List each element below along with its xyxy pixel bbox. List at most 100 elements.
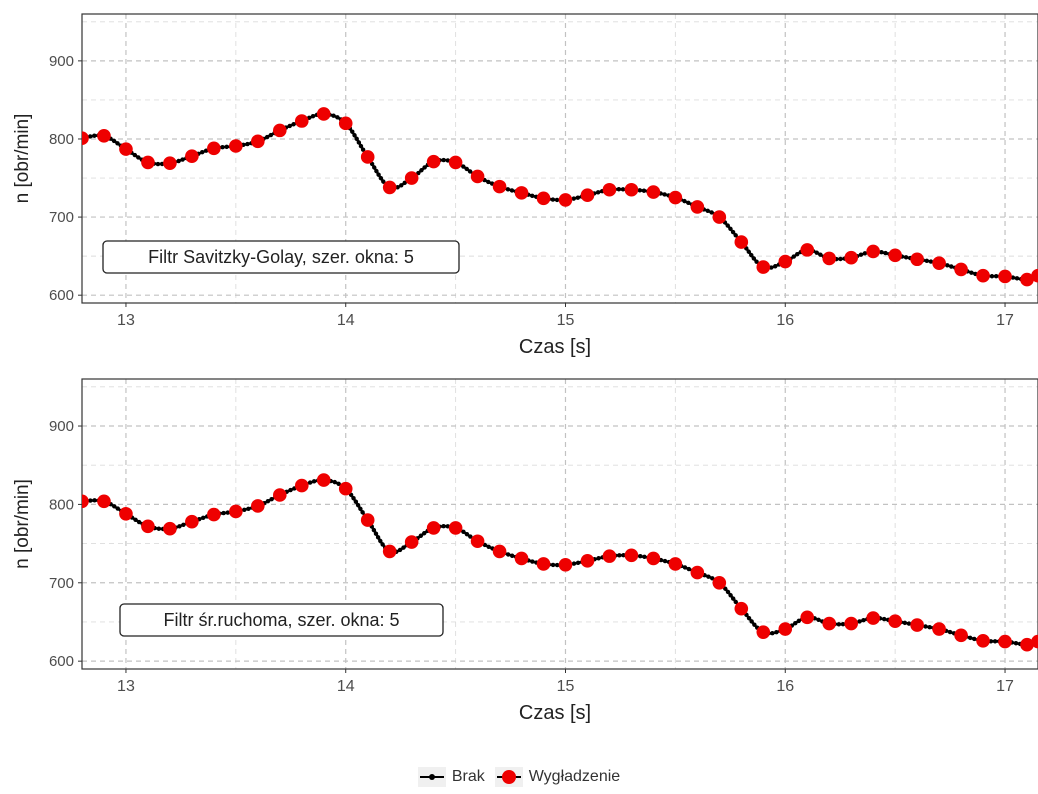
point-brak [331,113,336,118]
point-brak [402,180,407,186]
point-brak [550,197,556,202]
point-wygladzenie [954,628,968,643]
point-wygladzenie [316,107,331,121]
point-wygladzenie [910,618,924,632]
point-brak [422,165,427,170]
point-brak [353,499,359,504]
point-brak [356,140,362,145]
point-wygladzenie [470,534,485,549]
point-wygladzenie [580,554,595,568]
point-wygladzenie [82,494,89,509]
point-brak [710,576,715,581]
point-brak [200,515,206,520]
point-brak [177,524,182,529]
y-axis-title: n [obr/min] [12,114,33,204]
y-tick-label: 800 [49,496,74,513]
point-brak [881,616,887,622]
point-brak [264,134,270,140]
point-wygladzenie [976,633,990,648]
point-brak [769,265,774,270]
point-wygladzenie [448,155,463,170]
point-wygladzenie [580,188,595,203]
point-brak [858,252,864,257]
point-brak [554,197,560,203]
point-wygladzenie [756,625,771,639]
point-brak [486,179,491,185]
x-axis-title: Czas [s] [519,702,591,724]
point-wygladzenie [844,616,858,631]
point-wygladzenie [185,514,199,529]
point-wygladzenie [998,269,1012,284]
point-brak [857,619,862,624]
point-brak [791,254,796,259]
point-wygladzenie [1031,268,1038,283]
point-brak [723,586,728,591]
point-brak [505,552,511,557]
point-brak [221,510,226,516]
point-wygladzenie [119,507,133,521]
point-brak [641,188,647,193]
point-brak [686,566,692,572]
point-brak [728,226,733,231]
y-tick-label: 700 [49,575,74,592]
point-brak [861,617,866,623]
point-brak [725,223,730,228]
point-wygladzenie [778,622,793,636]
point-brak [686,200,691,206]
point-brak [268,132,274,138]
x-tick-label: 17 [996,678,1014,695]
point-brak [358,143,364,149]
point-brak [418,533,424,538]
point-wygladzenie [141,155,155,170]
point-wygladzenie [998,634,1012,649]
point-brak [467,169,473,174]
point-brak [441,157,446,163]
point-brak [816,617,821,622]
x-tick-label: 16 [776,678,794,695]
x-tick-label: 17 [996,312,1014,329]
point-wygladzenie [360,513,375,527]
point-brak [638,554,643,559]
point-brak [814,250,819,255]
point-brak [419,168,424,173]
x-tick-label: 15 [557,312,575,329]
point-wygladzenie [822,616,837,631]
point-brak [571,561,577,566]
point-wygladzenie [229,504,243,519]
point-wygladzenie [668,557,683,571]
point-brak [509,553,515,558]
point-wygladzenie [888,614,902,628]
point-wygladzenie [119,142,133,156]
point-brak [927,624,932,630]
point-brak [181,522,186,528]
point-brak [1013,641,1019,646]
point-brak [972,636,977,642]
plot-border [81,13,1038,304]
point-brak [902,620,908,626]
point-brak [575,560,581,566]
point-brak [180,157,185,162]
point-brak [924,258,929,264]
point-brak [220,144,225,150]
point-brak [709,210,714,215]
point-brak [530,559,535,564]
point-wygladzenie [294,114,309,128]
point-wygladzenie [932,622,946,636]
point-wygladzenie [646,551,661,566]
point-brak [705,208,710,214]
point-wygladzenie [976,268,990,283]
point-brak [509,188,515,193]
point-wygladzenie [426,521,441,535]
point-brak [468,534,473,539]
point-brak [796,618,801,624]
point-brak [725,589,731,595]
point-wygladzenie [866,611,880,625]
x-tick-label: 16 [776,312,794,329]
point-brak [336,481,341,486]
point-wygladzenie [338,481,353,496]
point-wygladzenie [272,488,287,502]
point-brak [291,122,296,127]
legend-item-brak: Brak [417,767,485,787]
point-brak [265,499,271,504]
